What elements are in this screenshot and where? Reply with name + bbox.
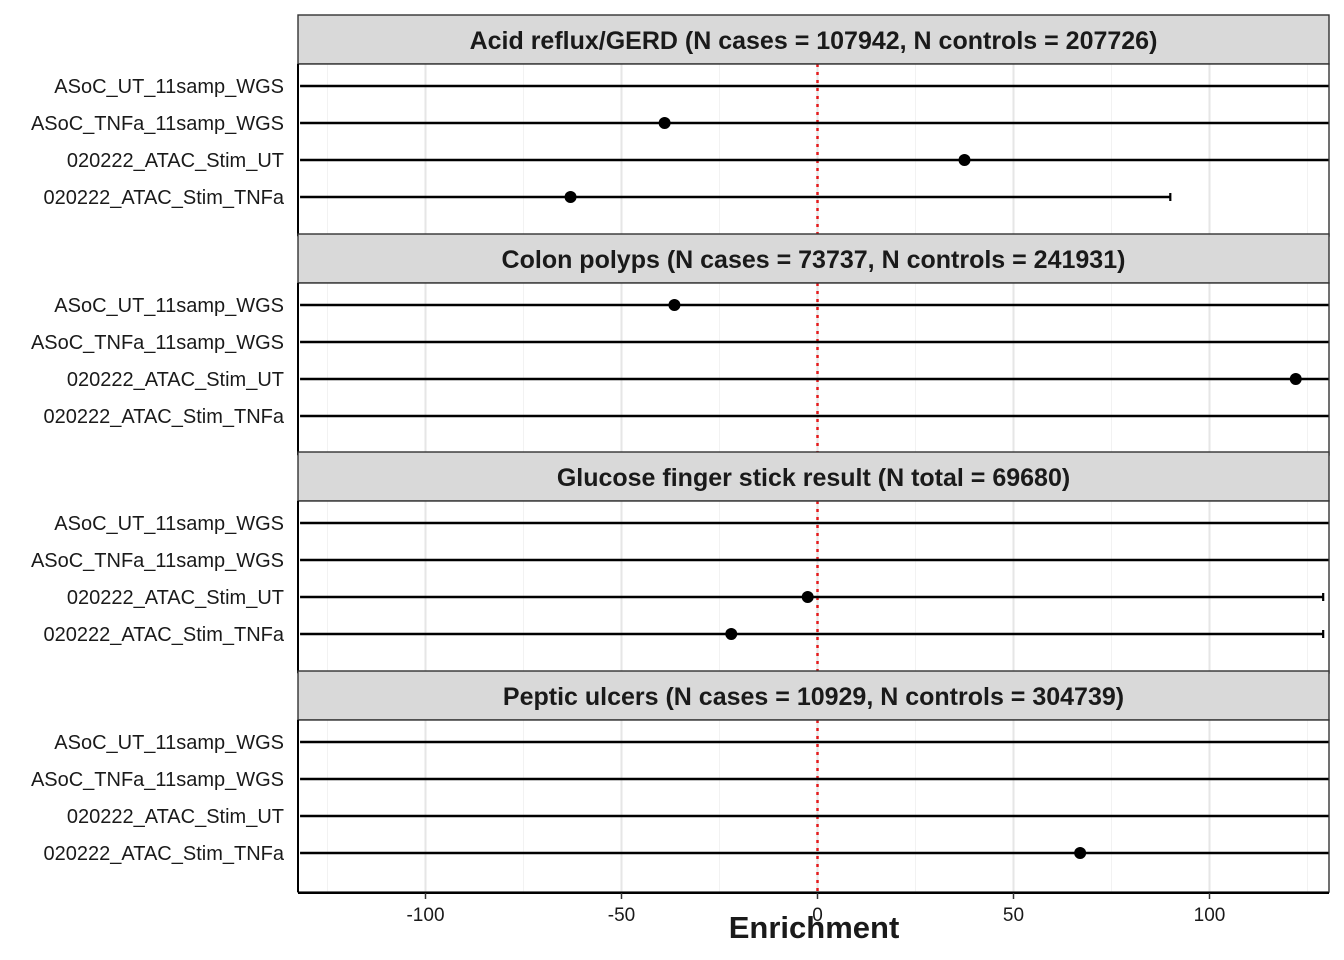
row-label: ASoC_TNFa_11samp_WGS bbox=[31, 769, 284, 791]
estimate-point bbox=[801, 591, 814, 603]
estimate-point bbox=[725, 628, 738, 640]
facet-panel: Colon polyps (N cases = 73737, N control… bbox=[31, 233, 1330, 456]
estimate-point bbox=[1074, 847, 1087, 859]
facet-strip bbox=[297, 451, 1330, 502]
facet-title: Peptic ulcers (N cases = 10929, N contro… bbox=[503, 683, 1124, 711]
estimate-point bbox=[1289, 373, 1302, 385]
row-label: ASoC_TNFa_11samp_WGS bbox=[31, 550, 284, 572]
panels-layer: Acid reflux/GERD (N cases = 107942, N co… bbox=[31, 14, 1330, 893]
row-label: ASoC_UT_11samp_WGS bbox=[54, 513, 284, 535]
row-label: 020222_ATAC_Stim_UT bbox=[67, 369, 284, 391]
facet-title: Glucose finger stick result (N total = 6… bbox=[557, 464, 1070, 492]
x-tick-label: 100 bbox=[1194, 905, 1226, 926]
row-label: ASoC_TNFa_11samp_WGS bbox=[31, 332, 284, 354]
row-label: 020222_ATAC_Stim_UT bbox=[67, 150, 284, 172]
facet-panel: Glucose finger stick result (N total = 6… bbox=[31, 451, 1330, 674]
estimate-point bbox=[958, 154, 971, 166]
facet-strip bbox=[297, 670, 1330, 721]
row-label: ASoC_UT_11samp_WGS bbox=[54, 295, 284, 317]
panel-background bbox=[298, 64, 1329, 236]
row-label: ASoC_UT_11samp_WGS bbox=[54, 76, 284, 98]
row-label: 020222_ATAC_Stim_TNFa bbox=[44, 406, 285, 428]
facet-panel: Acid reflux/GERD (N cases = 107942, N co… bbox=[31, 14, 1330, 237]
panel-background bbox=[298, 283, 1329, 455]
x-tick-label: -50 bbox=[608, 905, 635, 926]
facet-panel: Peptic ulcers (N cases = 10929, N contro… bbox=[31, 670, 1330, 893]
row-label: 020222_ATAC_Stim_TNFa bbox=[44, 843, 285, 865]
facet-title: Colon polyps (N cases = 73737, N control… bbox=[502, 246, 1126, 274]
row-label: ASoC_UT_11samp_WGS bbox=[54, 732, 284, 754]
facet-strip bbox=[297, 14, 1330, 65]
x-tick-label: 0 bbox=[812, 905, 823, 926]
row-label: 020222_ATAC_Stim_UT bbox=[67, 806, 284, 828]
row-label: 020222_ATAC_Stim_TNFa bbox=[44, 187, 285, 209]
facet-strip bbox=[297, 233, 1330, 284]
row-label: 020222_ATAC_Stim_UT bbox=[67, 587, 284, 609]
facet-title: Acid reflux/GERD (N cases = 107942, N co… bbox=[470, 27, 1158, 55]
estimate-point bbox=[564, 191, 577, 203]
row-label: 020222_ATAC_Stim_TNFa bbox=[44, 624, 285, 646]
estimate-point bbox=[668, 299, 681, 311]
x-axis: -100 -50 0 50 100 bbox=[298, 892, 1329, 926]
panel-background bbox=[298, 720, 1329, 892]
x-axis-title: Enrichment bbox=[729, 910, 900, 945]
row-label: ASoC_TNFa_11samp_WGS bbox=[31, 113, 284, 135]
x-tick-label: -100 bbox=[406, 905, 444, 926]
x-tick-label: 50 bbox=[1003, 905, 1024, 926]
panel-background bbox=[298, 501, 1329, 673]
estimate-point bbox=[658, 117, 671, 129]
